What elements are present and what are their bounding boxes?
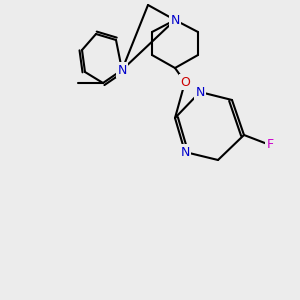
Text: N: N <box>170 14 180 26</box>
Text: N: N <box>117 64 127 76</box>
Text: O: O <box>180 76 190 88</box>
Text: F: F <box>266 139 274 152</box>
Text: N: N <box>180 146 190 158</box>
Text: N: N <box>195 85 205 98</box>
